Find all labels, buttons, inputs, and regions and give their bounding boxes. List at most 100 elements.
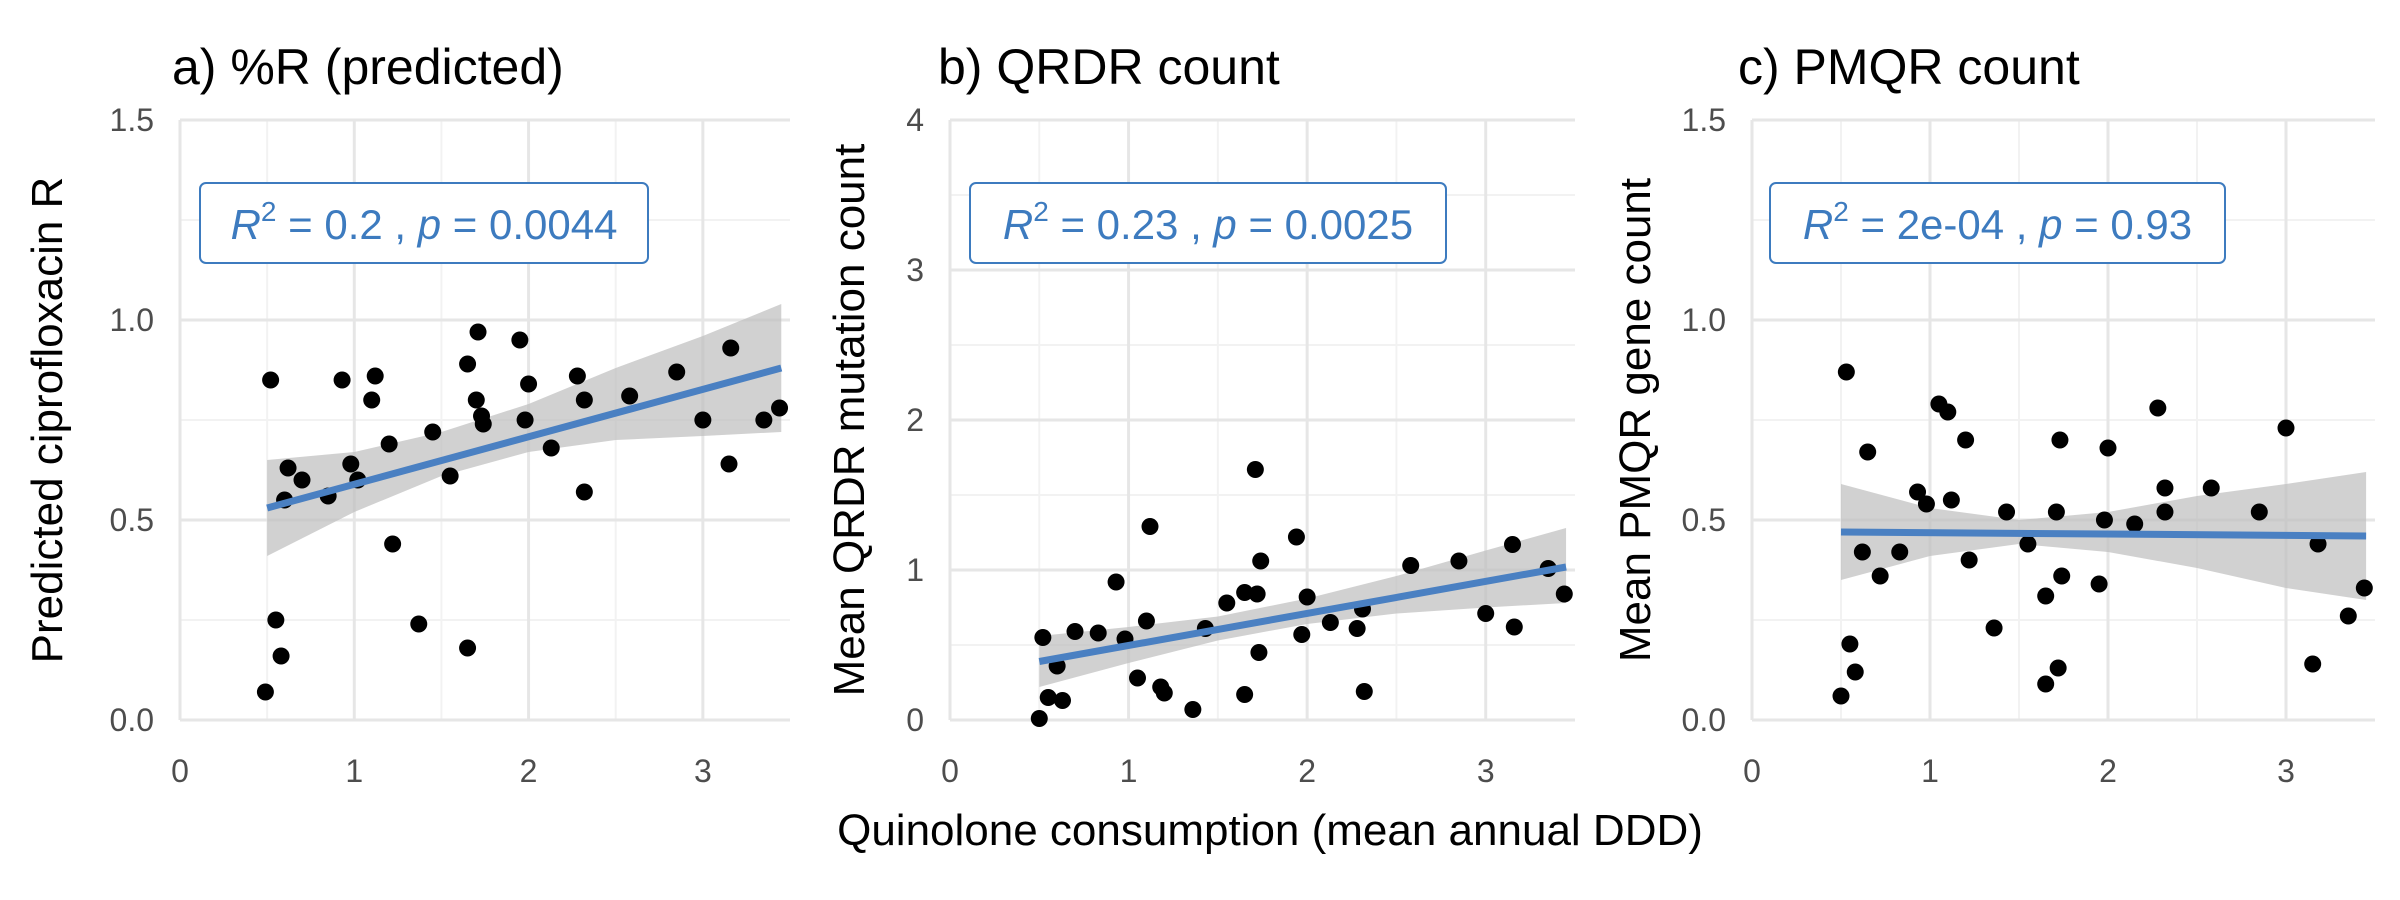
stat-label-box	[969, 182, 1447, 264]
data-point	[2095, 511, 2113, 529]
data-point	[293, 471, 311, 489]
data-point	[1293, 626, 1311, 643]
data-point	[1998, 503, 2016, 521]
data-point	[1155, 684, 1173, 702]
data-point	[267, 611, 285, 629]
data-point	[2250, 503, 2268, 521]
data-point	[2355, 579, 2373, 597]
data-point	[1066, 623, 1084, 640]
data-point	[1137, 612, 1155, 630]
data-point	[1832, 687, 1850, 705]
data-point	[459, 355, 477, 373]
x-tick-label: 0	[1743, 753, 1761, 789]
panel-b: 0 1 2 3 0 1 2 3 4 Mean QRDR mutation count R2 = 0.…	[825, 39, 1575, 789]
data-point	[262, 371, 280, 389]
data-point	[2304, 655, 2322, 673]
y-axis-title: Mean PMQR gene count	[1611, 178, 1660, 662]
x-tick-label: 3	[1477, 753, 1495, 789]
data-point	[1985, 619, 2003, 637]
y-tick-label: 2	[906, 402, 924, 438]
data-point	[1218, 594, 1236, 612]
data-point	[2149, 399, 2167, 417]
x-tick-label: 1	[1921, 753, 1939, 789]
y-tick-label: 1	[906, 552, 924, 588]
data-point	[1141, 518, 1159, 535]
data-point	[542, 439, 560, 457]
data-point	[520, 375, 538, 393]
confidence-band	[1039, 528, 1567, 687]
y-tick-label: 1.0	[1682, 302, 1726, 338]
data-point	[279, 459, 297, 477]
data-point	[722, 339, 740, 357]
data-point	[2156, 479, 2174, 497]
shared-x-axis-title: Quinolone consumption (mean annual DDD)	[837, 806, 1703, 855]
data-point	[1287, 528, 1305, 546]
data-point	[1942, 491, 1960, 509]
panel-a: 0 1 2 3 0.0 0.5 1.0 1.5 Predicted ciprofloxacin …	[23, 39, 790, 789]
data-point	[2156, 503, 2174, 521]
stat-label-box	[199, 182, 649, 264]
confidence-band	[267, 304, 782, 556]
y-axis-title: Mean QRDR mutation count	[825, 144, 874, 697]
stat-label-box	[1769, 182, 2226, 264]
data-point	[1859, 443, 1877, 461]
data-point	[1355, 683, 1373, 700]
data-point	[1960, 551, 1978, 569]
data-point	[366, 367, 384, 385]
data-point	[575, 483, 593, 501]
data-point	[363, 391, 381, 409]
data-point	[720, 455, 738, 473]
y-tick-label: 3	[906, 252, 924, 288]
y-tick-label: 1.5	[110, 102, 154, 138]
data-point	[441, 467, 459, 485]
y-tick-label: 0.5	[1682, 502, 1726, 538]
data-point	[1450, 552, 1468, 570]
x-tick-label: 2	[520, 753, 538, 789]
data-point	[1184, 701, 1202, 718]
x-tick-label: 1	[1120, 753, 1138, 789]
data-point	[474, 415, 492, 433]
data-point	[1837, 363, 1855, 381]
data-point	[516, 411, 534, 429]
data-point	[1030, 710, 1048, 727]
y-tick-label: 0.0	[1682, 702, 1726, 738]
regression-line	[1840, 528, 2367, 540]
data-point	[575, 391, 593, 409]
data-point	[1236, 686, 1254, 703]
data-point	[2277, 419, 2295, 437]
panel-title: a) %R (predicted)	[172, 39, 564, 95]
data-point	[1841, 635, 1859, 653]
data-point	[467, 391, 485, 409]
data-point	[1054, 692, 1071, 709]
data-point	[1298, 588, 1316, 606]
y-tick-label: 1.0	[110, 302, 154, 338]
data-point	[1505, 618, 1523, 636]
panel-c: 0 1 2 3 0.0 0.5 1.0 1.5 Mean PMQR gene count R2 =…	[1611, 39, 2375, 789]
data-point	[1957, 431, 1975, 449]
y-axis-title: Predicted ciprofloxacin R	[23, 177, 72, 664]
y-tick-label: 4	[906, 102, 924, 138]
data-point	[2051, 431, 2069, 449]
data-point	[342, 455, 360, 473]
data-point	[2090, 575, 2108, 593]
data-point	[1039, 689, 1057, 706]
stat-label: R2 = 0.2 , p = 0.0044	[231, 196, 618, 248]
data-point	[771, 399, 789, 417]
stat-label: R2 = 0.23 , p = 0.0025	[1003, 196, 1413, 248]
data-point	[1846, 663, 1864, 681]
data-point	[1477, 605, 1495, 622]
data-point	[621, 387, 639, 405]
stat-label: R2 = 2e-04 , p = 0.93	[1803, 196, 2192, 248]
y-tick-label: 0	[906, 702, 924, 738]
regression-line	[1038, 563, 1567, 665]
data-point	[2339, 607, 2357, 625]
data-point	[1236, 584, 1254, 601]
data-point	[1939, 403, 1957, 421]
regression-line	[266, 364, 783, 512]
data-point	[568, 367, 586, 385]
y-tick-label: 1.5	[1682, 102, 1726, 138]
y-tick-label: 0.5	[110, 502, 154, 538]
data-point	[2047, 503, 2065, 521]
data-point	[1871, 567, 1889, 585]
